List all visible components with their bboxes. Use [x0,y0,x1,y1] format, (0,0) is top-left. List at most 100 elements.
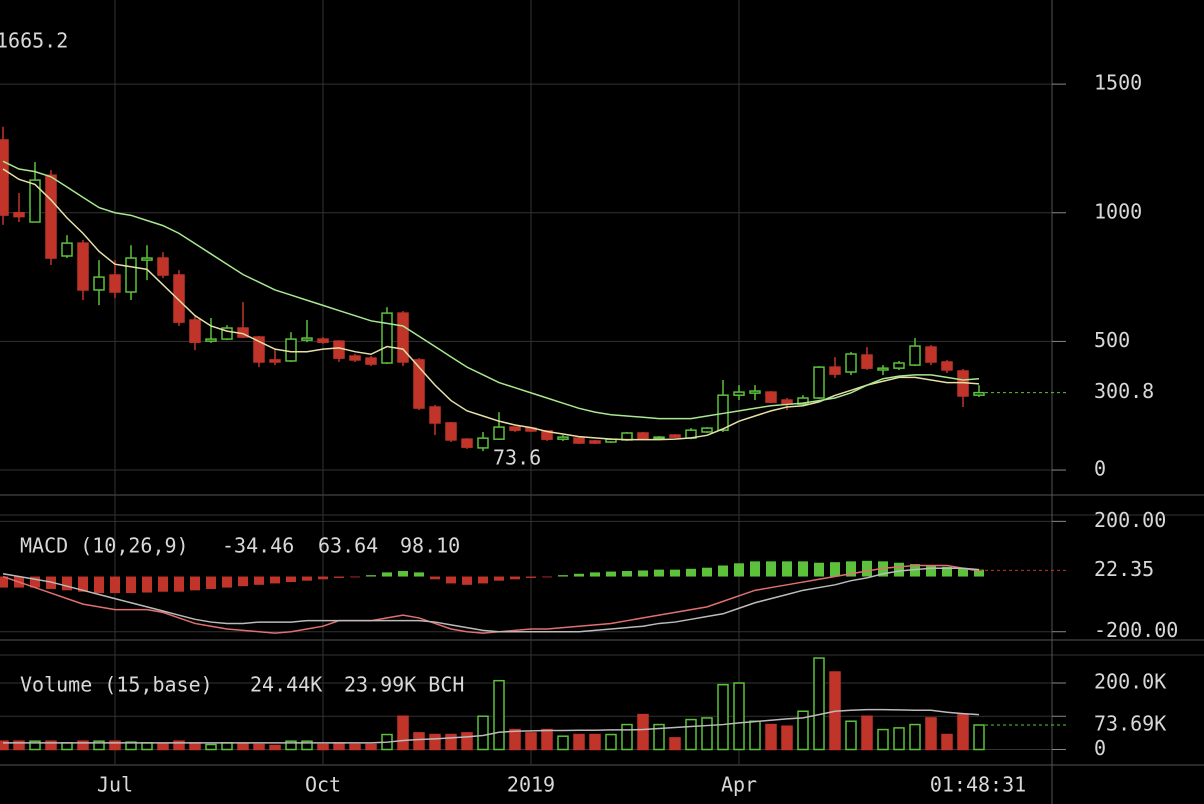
candle-body [141,257,153,261]
macd-bar [670,569,680,577]
candle-body [397,312,409,363]
candle-body [413,359,425,409]
macd-bar [798,561,808,577]
macd-bar [830,562,840,577]
candle-body [925,346,937,363]
candle-body [253,336,265,363]
volume-bar [349,743,361,751]
candle-body [205,338,217,342]
macd-bar [894,562,904,577]
candle-body [909,345,921,366]
volume-bar [941,733,953,751]
volume-bar [685,718,697,751]
volume-bar [365,743,377,751]
macd-bar [814,562,824,577]
candle-body [813,366,825,399]
macd-bar [78,576,88,592]
volume-bar [589,733,601,751]
macd-bar [30,576,40,588]
candle-body [365,357,377,365]
candle-body [221,327,233,340]
macd-bar [286,576,296,583]
macd-bar [958,568,968,577]
candle-body [749,390,761,394]
macd-bar [94,576,104,594]
volume-bar [509,728,521,751]
volume-bar [269,744,281,751]
candle-body [557,436,569,440]
y-tick-label: 200.0K [1094,669,1166,693]
candle-body [765,391,777,403]
candle-body [477,437,489,449]
volume-bar [733,682,745,751]
volume-bar [253,743,265,751]
macd-bar [158,576,168,592]
candle-body [13,212,25,218]
macd-bar [622,571,632,577]
volume-bar [973,724,985,751]
candle-body [701,427,713,433]
candle-body [77,242,89,291]
macd-bar [366,575,376,577]
y-tick-label: 0 [1094,736,1106,760]
volume-bar [637,713,649,751]
candle-body [573,437,585,444]
volume-bar [317,743,329,751]
candle-body [61,242,73,257]
macd-bar [526,576,536,578]
macd-bar [110,576,120,594]
macd-bar [382,572,392,577]
candle-body [381,312,393,364]
macd-bar [862,560,872,577]
volume-bar [445,733,457,751]
candle-body [845,353,857,373]
volume-bar [493,679,505,751]
candle-body [461,438,473,448]
x-tick-label: Jul [97,773,133,797]
volume-bar [397,715,409,751]
candle-body [45,174,57,259]
volume-bar [845,720,857,751]
candle-body [0,139,9,216]
volume-bar [77,740,89,751]
macd-bar [542,576,552,578]
volume-bar [781,725,793,751]
volume-bar [861,715,873,751]
macd-bar [190,576,200,591]
candle-body [157,257,169,276]
volume-bar [0,740,9,751]
candle-body [653,436,665,440]
volume-bar [285,740,297,751]
volume-bar [61,742,73,751]
legend-text: 63.64 [318,534,378,558]
macd-bar [174,576,184,592]
min-label: 73.6 [493,446,541,470]
volume-bar [221,742,233,751]
legend-text: 23.99K BCH [344,673,464,697]
volume-bar [893,727,905,751]
volume-bar [909,723,921,751]
candle-body [109,274,121,293]
macd-bar [126,576,136,594]
volume-bar [605,733,617,751]
macd-bar [494,576,504,581]
y-tick-label: 0 [1094,457,1106,481]
legend-text: 24.44K [250,673,322,697]
candle-body [509,426,521,431]
candle-body [669,434,681,438]
candle-body [797,397,809,405]
candle-body [493,426,505,440]
volume-bar [205,743,217,751]
macd-bar [846,561,856,577]
volume-bar [237,742,249,751]
macd-bar [430,576,440,580]
volume-bar [877,728,889,751]
macd-bar [238,576,248,587]
macd-bar [462,576,472,585]
volume-bar [765,723,777,751]
moving-average [2,168,980,441]
candle-body [269,359,281,363]
volume-bar [669,737,681,751]
macd-bar [718,565,728,577]
